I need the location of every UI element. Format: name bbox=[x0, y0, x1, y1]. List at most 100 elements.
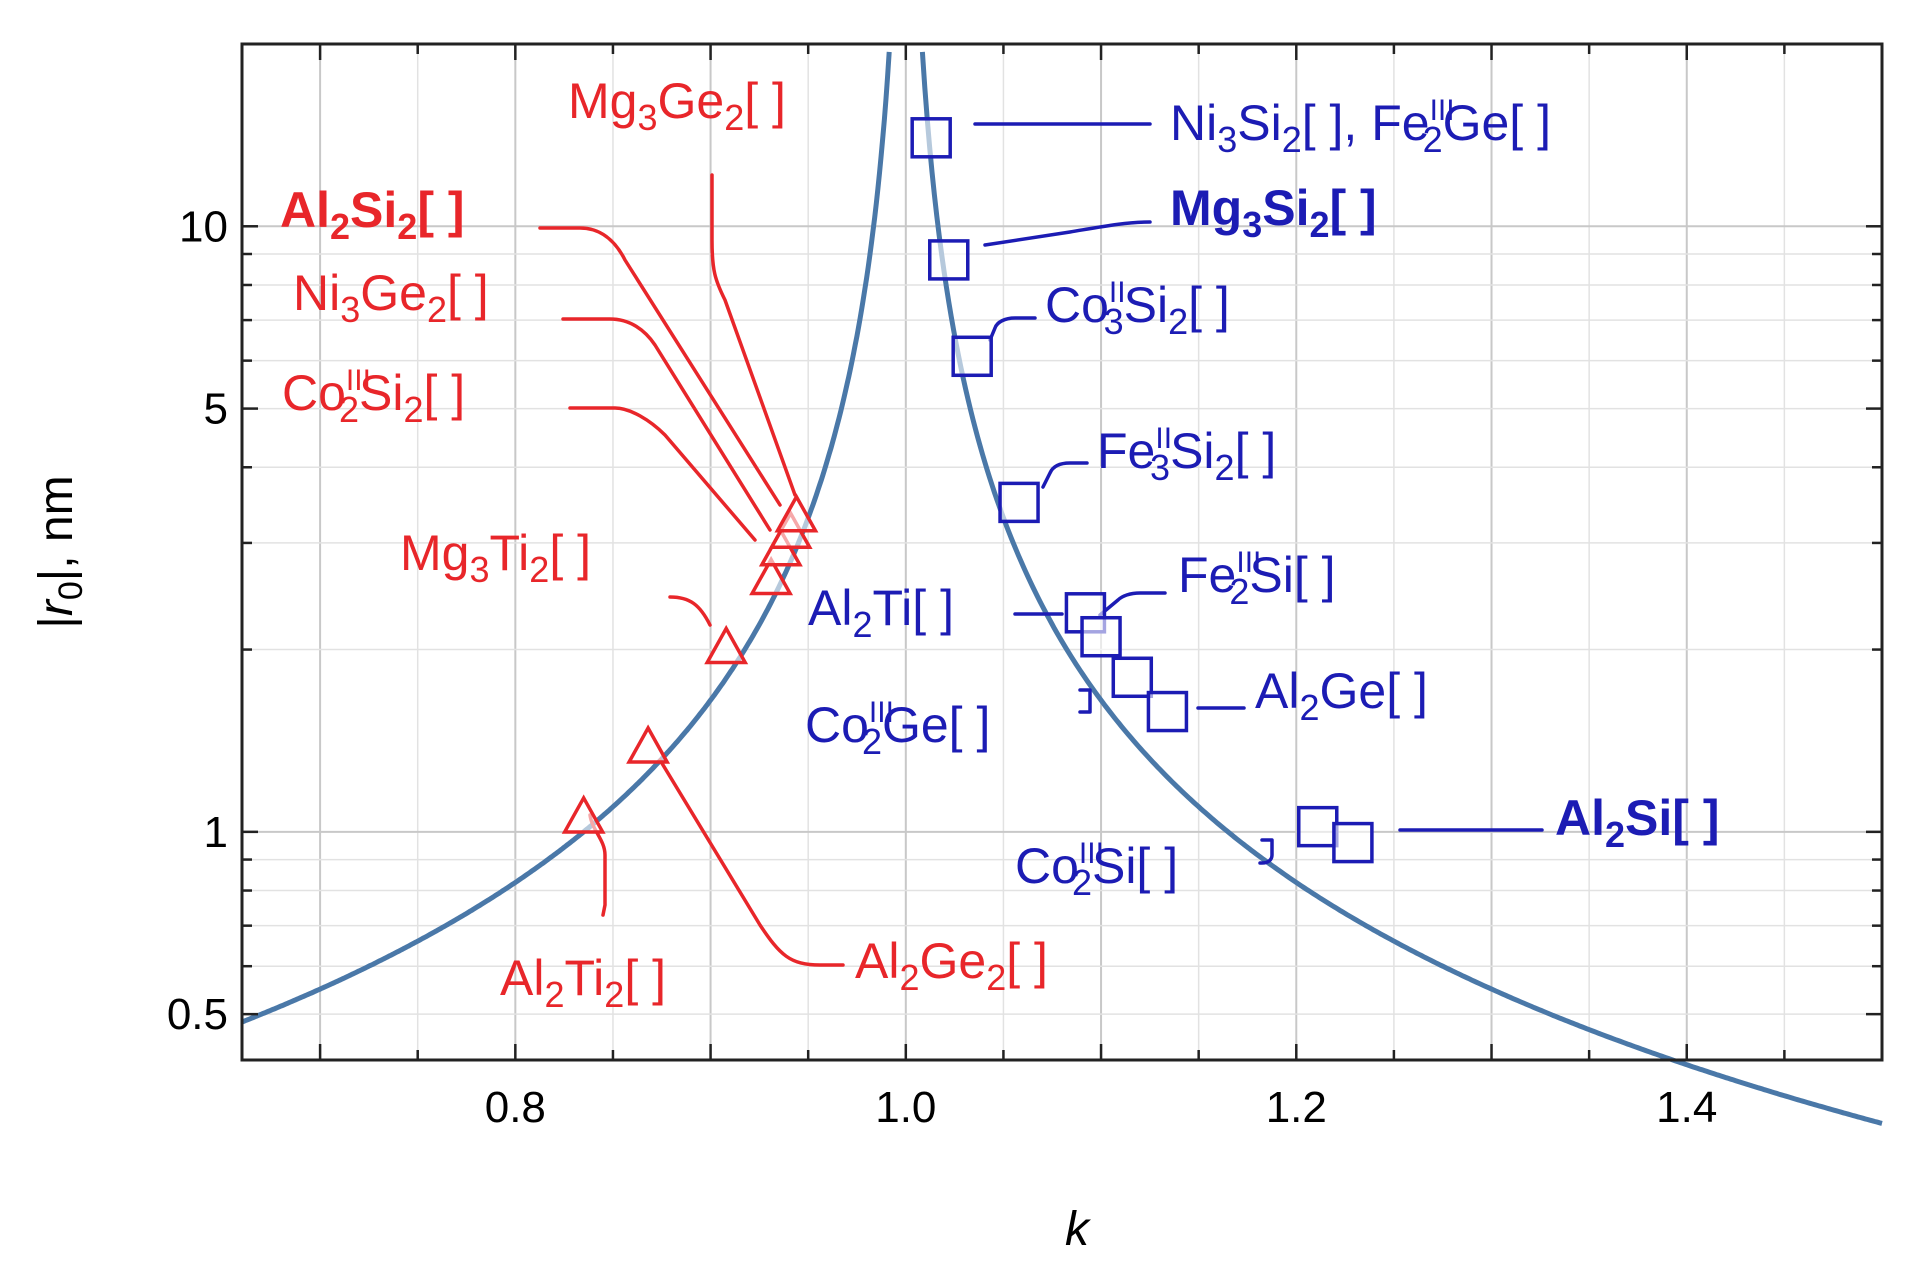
triangle-marker bbox=[561, 794, 606, 834]
label-segment: II bbox=[1109, 276, 1126, 309]
markers bbox=[561, 117, 1374, 864]
label-segment: Si bbox=[1170, 423, 1214, 479]
label-segment: 2 bbox=[1072, 862, 1092, 903]
label-segment: 3 bbox=[1217, 119, 1237, 160]
point-label: CoIII 2Si2[ ] bbox=[282, 364, 465, 430]
point-label: Ni3Si2[ ], FeIII 2Ge[ ] bbox=[1170, 94, 1551, 160]
square-marker bbox=[910, 117, 952, 159]
label-segment: 2 bbox=[1168, 301, 1188, 342]
point-label: Al2Ge[ ] bbox=[1255, 663, 1428, 728]
label-segment: Mg bbox=[568, 73, 637, 129]
label-segment: 2 bbox=[1282, 119, 1302, 160]
label-segment: Si[ ] bbox=[1625, 790, 1719, 846]
leader-line bbox=[1078, 688, 1092, 714]
label-segment: [ ], Fe bbox=[1302, 95, 1430, 151]
leader-line bbox=[710, 173, 797, 497]
leader-line bbox=[1041, 461, 1089, 489]
x-axis-title: k bbox=[1065, 1203, 1092, 1256]
label-segment: 2 bbox=[397, 206, 417, 247]
y-title-suffix: |, nm bbox=[30, 475, 83, 581]
label-segment: Al bbox=[500, 950, 544, 1006]
label-segment: Ge[ ] bbox=[1443, 95, 1551, 151]
label-segment: 2 bbox=[529, 549, 549, 590]
point-label: Ni3Ge2[ ] bbox=[293, 265, 489, 330]
label-segment: III bbox=[346, 364, 371, 397]
triangle-marker bbox=[774, 493, 819, 533]
label-segment: Si[ ] bbox=[1092, 838, 1178, 894]
point-label: Mg3Ge2[ ] bbox=[568, 73, 786, 138]
label-segment: 2 bbox=[339, 389, 359, 430]
point-label: Mg3Si2[ ] bbox=[1170, 180, 1377, 245]
leader-line bbox=[988, 316, 1037, 342]
label-segment: Fe bbox=[1097, 423, 1155, 479]
label-segment: II bbox=[1155, 422, 1172, 455]
y-title-r: r bbox=[30, 598, 83, 616]
square-marker bbox=[951, 335, 993, 378]
y-tick-label: 5 bbox=[204, 385, 228, 434]
label-segment: Mg bbox=[1170, 180, 1242, 236]
label-segment: 2 bbox=[1299, 687, 1319, 728]
label-segment: 2 bbox=[986, 957, 1006, 998]
label-segment: 2 bbox=[604, 974, 624, 1015]
label-segment: [ ] bbox=[423, 365, 465, 421]
square-marker bbox=[998, 481, 1040, 524]
label-segment: Co bbox=[1045, 277, 1109, 333]
label-segment: 2 bbox=[1605, 814, 1625, 855]
label-segment: Co bbox=[1015, 838, 1079, 894]
leader-line bbox=[1258, 838, 1274, 865]
leader-line bbox=[561, 317, 772, 532]
label-segment: Al bbox=[1555, 790, 1605, 846]
leader-line bbox=[668, 595, 712, 627]
label-segment: [ ] bbox=[447, 265, 489, 321]
label-segment: Al bbox=[1255, 663, 1299, 719]
square-marker bbox=[1146, 690, 1189, 733]
label-segment: 2 bbox=[330, 206, 350, 247]
label-segment: 2 bbox=[544, 974, 564, 1015]
label-segment: III bbox=[1430, 94, 1455, 127]
label-segment: Ge[ ] bbox=[1320, 663, 1428, 719]
point-labels: Al2Ti2[ ] Al2Ge2[ ]Mg3Ti2[ ]CoIII 2Si2[ ]N… bbox=[280, 73, 1719, 1015]
y-tick-label: 1 bbox=[204, 808, 228, 857]
label-segment: 3 bbox=[1104, 301, 1124, 342]
label-segment: Ti bbox=[565, 950, 605, 1006]
label-segment: Al bbox=[808, 580, 852, 636]
y-axis-title: |r0|, nm bbox=[30, 475, 90, 628]
label-segment: Ni bbox=[1170, 95, 1217, 151]
label-segment: 2 bbox=[427, 289, 447, 330]
point-label: Al2Ge2[ ] bbox=[855, 933, 1048, 998]
label-segment: Si[ ] bbox=[1249, 547, 1335, 603]
label-segment: 3 bbox=[1150, 447, 1170, 488]
plot-frame bbox=[240, 42, 1884, 1062]
label-segment: [ ] bbox=[1006, 933, 1048, 989]
triangle-marker bbox=[704, 624, 749, 665]
triangle-marker bbox=[749, 555, 794, 596]
label-segment: Si bbox=[359, 365, 403, 421]
label-segment: Mg bbox=[400, 525, 469, 581]
leader-line bbox=[658, 758, 845, 967]
point-label: CoIII 2Si[ ] bbox=[1015, 837, 1178, 903]
label-segment: Fe bbox=[1178, 547, 1236, 603]
x-tick-label: 1.0 bbox=[875, 1083, 936, 1132]
leader-line bbox=[1098, 591, 1167, 617]
label-segment: Co bbox=[282, 365, 346, 421]
label-segment: III bbox=[1236, 546, 1261, 579]
label-segment: Ti[ ] bbox=[873, 580, 954, 636]
label-segment: III bbox=[869, 696, 894, 729]
label-segment: Co bbox=[805, 697, 869, 753]
label-segment: [ ] bbox=[1188, 277, 1230, 333]
square-marker bbox=[1111, 656, 1154, 699]
point-label: Al2Ti[ ] bbox=[808, 580, 954, 645]
axis-ticks: 0.8 1.0 1.2 1.4 0.5 1 5 10 bbox=[167, 42, 1884, 1132]
point-label: FeII 3Si2[ ] bbox=[1097, 422, 1276, 488]
point-label: FeIII 2Si[ ] bbox=[1178, 546, 1336, 612]
label-segment: III bbox=[1079, 837, 1104, 870]
label-segment: [ ] bbox=[1330, 180, 1377, 236]
point-label: Al2Si2[ ] bbox=[280, 182, 465, 247]
label-segment: Ge bbox=[658, 73, 725, 129]
gridlines bbox=[242, 43, 1883, 1060]
square-marker bbox=[1080, 615, 1122, 658]
curve-right-branch bbox=[919, 51, 1883, 1126]
point-label: Al2Ti2[ ] bbox=[500, 950, 666, 1015]
label-segment: 3 bbox=[340, 289, 360, 330]
